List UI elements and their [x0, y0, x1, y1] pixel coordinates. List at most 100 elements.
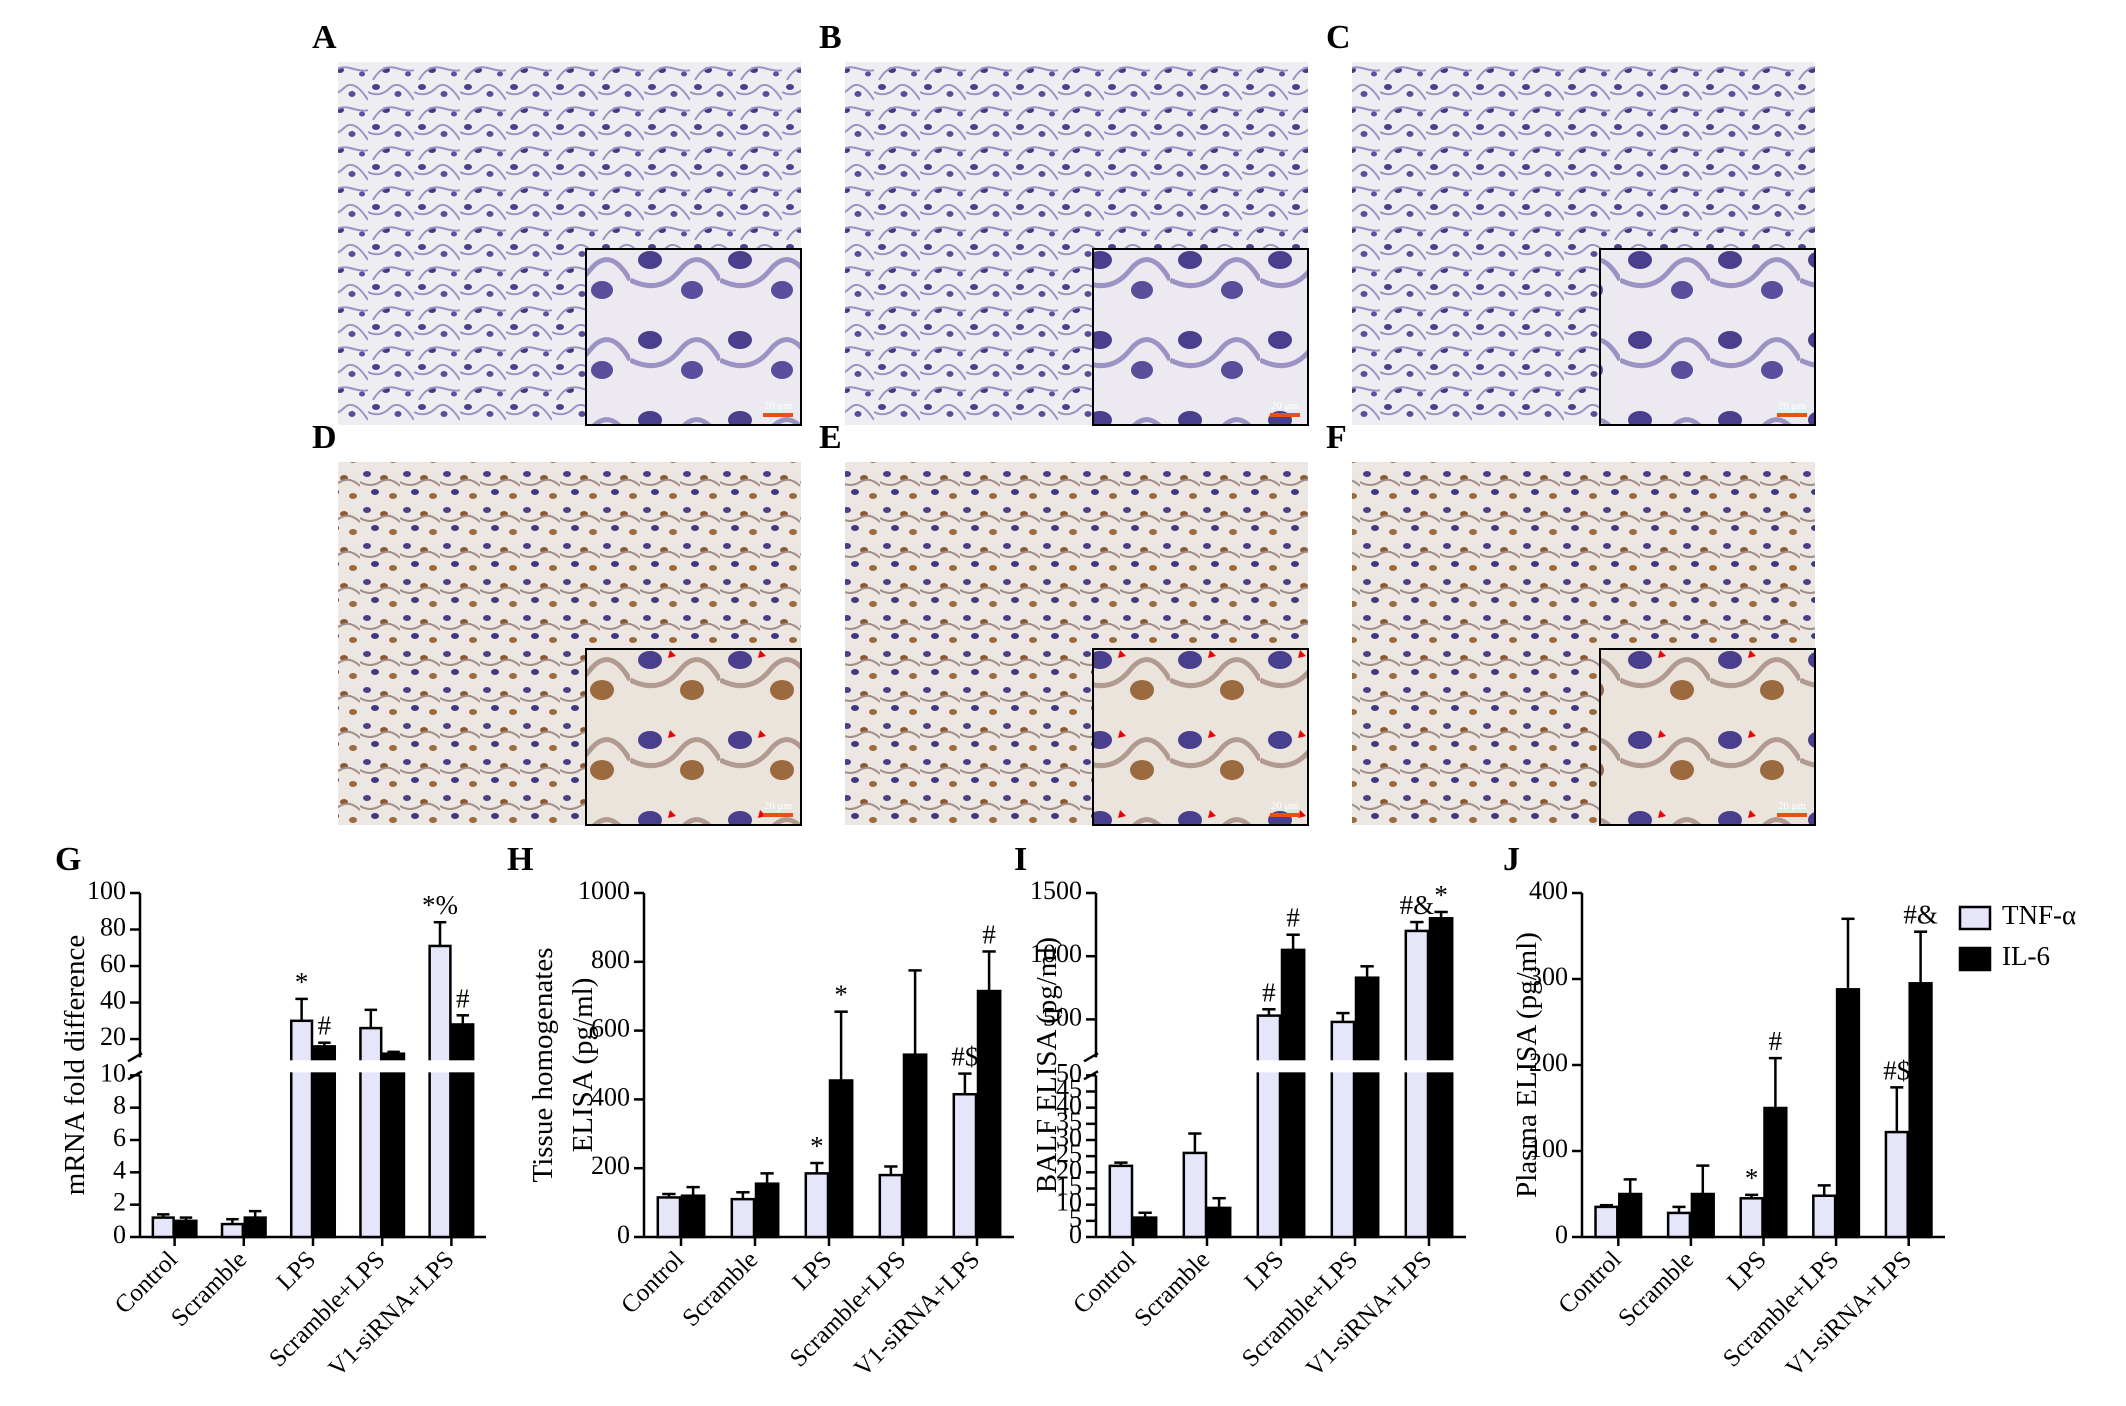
- y-tick-label: 200: [1529, 1048, 1568, 1077]
- y-tick-label: 5: [1069, 1204, 1082, 1233]
- y-tick-label: 4: [113, 1155, 126, 1184]
- y-tick-label: 0: [113, 1220, 126, 1249]
- x-tick-label: Scramble: [677, 1246, 763, 1332]
- scale-bar-label: 20 μm: [1271, 400, 1300, 412]
- y-axis-label: BALF ELISA (pg/ml): [1031, 937, 1063, 1193]
- y-tick-label: 100: [1529, 1134, 1568, 1163]
- bar: [902, 1053, 928, 1239]
- bar: [1206, 1206, 1232, 1239]
- annotation: *%: [422, 890, 458, 920]
- y-tick-label: 80: [100, 912, 126, 941]
- y-tick-label: 50: [1056, 1058, 1082, 1087]
- bar: [381, 1052, 406, 1239]
- y-tick-label: 200: [591, 1151, 630, 1180]
- panel-letter: B: [819, 19, 842, 56]
- scale-bar: [1270, 413, 1300, 417]
- scale-bar: [763, 813, 793, 817]
- y-tick-label: 10: [100, 1058, 126, 1087]
- x-tick-label: V1-siRNA+LPS: [1781, 1246, 1917, 1382]
- bar: [312, 1045, 337, 1239]
- scale-bar-label: 20 μm: [764, 800, 793, 812]
- bar: [1330, 1020, 1356, 1239]
- y-tick-label: 15: [1056, 1171, 1082, 1200]
- y-tick-label: 8: [113, 1091, 126, 1120]
- scale-bar: [1777, 813, 1807, 817]
- bar: [1690, 1192, 1715, 1239]
- break-mark: [127, 1070, 143, 1081]
- panel-letter: H: [507, 841, 533, 878]
- panel-letter: I: [1014, 841, 1027, 878]
- y-tick-label: 25: [1056, 1139, 1082, 1168]
- x-tick-label: LPS: [788, 1246, 838, 1296]
- annotation: *: [1434, 880, 1448, 910]
- inset: [585, 248, 802, 426]
- x-tick-label: Control: [1553, 1246, 1626, 1319]
- annotation: #: [1286, 903, 1300, 933]
- y-axis-label: mRNA fold difference: [59, 935, 91, 1195]
- bar: [1884, 1130, 1909, 1239]
- inset: [1092, 648, 1309, 826]
- y-tick-label: 45: [1056, 1074, 1082, 1103]
- bar: [804, 1172, 830, 1239]
- bar: [730, 1197, 756, 1239]
- bar: [1182, 1151, 1208, 1239]
- y-tick-label: 400: [1529, 876, 1568, 905]
- bar: [1666, 1211, 1692, 1239]
- annotation: #$: [951, 1042, 978, 1072]
- y-axis-label: Plasma ELISA (pg/ml): [1511, 932, 1543, 1198]
- x-tick-label: V1-siRNA+LPS: [324, 1246, 460, 1382]
- bar: [754, 1182, 780, 1239]
- bar: [359, 1026, 383, 1239]
- bar: [220, 1222, 245, 1239]
- bar: [828, 1079, 854, 1239]
- panel-letter: J: [1503, 841, 1520, 878]
- panel-letter: E: [819, 419, 842, 456]
- inset: [585, 648, 802, 826]
- y-tick-label: 0: [1069, 1220, 1082, 1249]
- y-tick-label: 10: [1056, 1188, 1082, 1217]
- y-axis-label: ELISA (pg/ml): [567, 978, 599, 1153]
- annotation: *: [295, 967, 309, 997]
- annotation: *: [810, 1131, 824, 1161]
- scale-bar-label: 20 μm: [1778, 800, 1807, 812]
- x-tick-label: Scramble: [1129, 1246, 1215, 1332]
- bar: [151, 1216, 175, 1239]
- y-tick-label: 0: [1555, 1220, 1568, 1249]
- bar: [1280, 948, 1306, 1239]
- panel-letter: D: [312, 419, 337, 456]
- y-tick-label: 6: [113, 1123, 126, 1152]
- y-tick-label: 1500: [1030, 876, 1082, 905]
- y-axis-label: Tissue homogenates: [527, 948, 559, 1183]
- x-tick-label: LPS: [272, 1246, 322, 1296]
- scale-bar-label: 20 μm: [1778, 400, 1807, 412]
- bar: [451, 1023, 475, 1239]
- x-tick-label: Control: [1068, 1246, 1141, 1319]
- inset: [1092, 248, 1309, 426]
- y-tick-label: 40: [1056, 1091, 1082, 1120]
- bar: [1404, 929, 1430, 1239]
- legend-label: TNF-α: [2002, 900, 2076, 930]
- bar: [289, 1019, 314, 1239]
- annotation: #: [1262, 977, 1276, 1007]
- bar: [1594, 1205, 1619, 1239]
- bar: [656, 1196, 682, 1239]
- annotation: #: [318, 1011, 332, 1041]
- bar: [1354, 976, 1380, 1239]
- panel-letter: A: [312, 19, 337, 56]
- y-tick-label: 400: [591, 1082, 630, 1111]
- axis-break: [128, 1060, 488, 1073]
- y-tick-label: 35: [1056, 1107, 1082, 1136]
- annotation: #: [982, 919, 996, 949]
- x-tick-label: Scramble: [166, 1246, 252, 1332]
- scale-bar: [763, 413, 793, 417]
- y-tick-label: 30: [1056, 1123, 1082, 1152]
- y-tick-label: 20: [100, 1022, 126, 1051]
- inset: [1599, 248, 1816, 426]
- break-mark: [127, 1052, 143, 1063]
- legend-swatch: [1958, 946, 1992, 972]
- annotation: #&: [1903, 900, 1938, 930]
- annotation: #$: [1883, 1055, 1910, 1085]
- bar: [1763, 1106, 1788, 1239]
- break-mark: [1083, 1052, 1099, 1063]
